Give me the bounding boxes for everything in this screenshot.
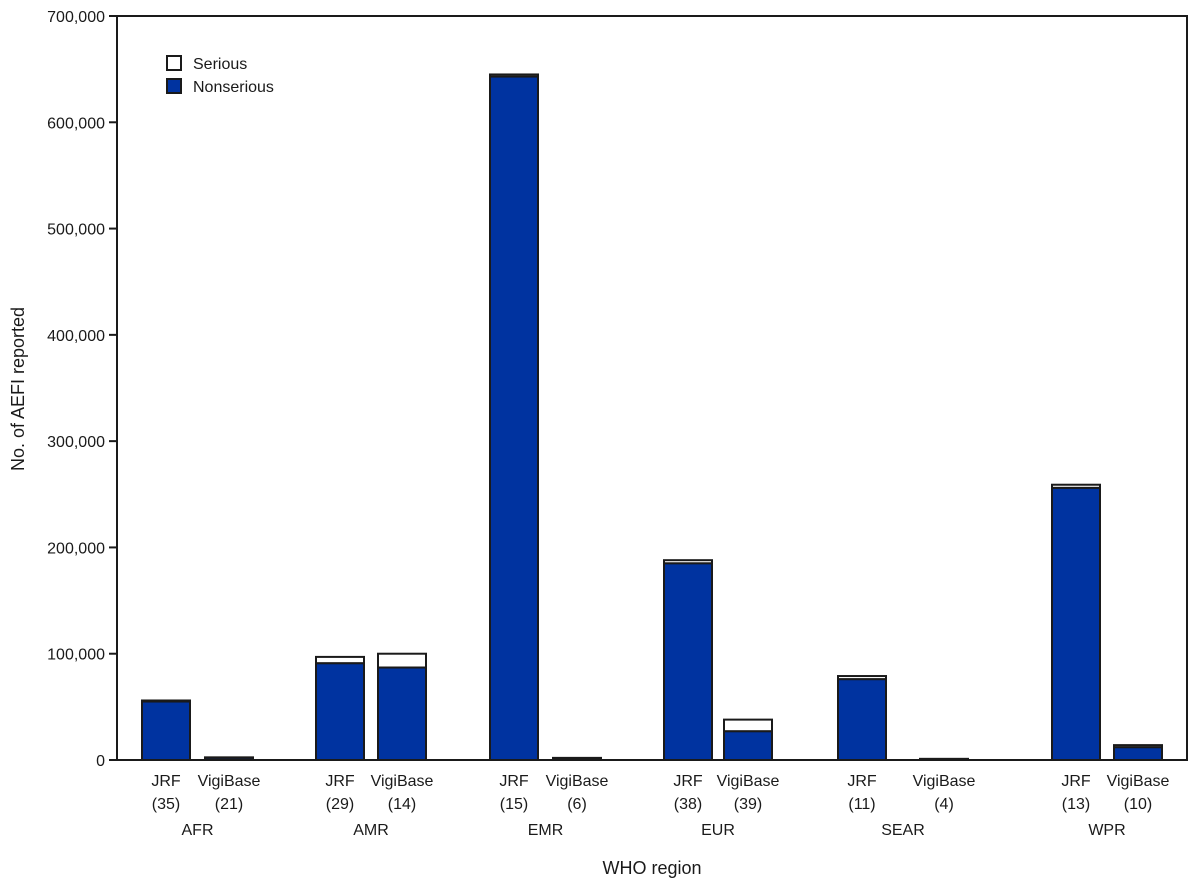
x-group-label: AMR <box>353 822 389 839</box>
x-category-count: (29) <box>326 796 354 813</box>
x-category-label: VigiBase <box>371 773 434 790</box>
legend-swatch-serious <box>166 55 182 71</box>
bar-nonserious <box>315 662 365 762</box>
x-category-count: (38) <box>674 796 702 813</box>
bar-nonserious <box>663 562 713 761</box>
y-tick-label: 600,000 <box>47 115 105 132</box>
x-category-count: (35) <box>152 796 180 813</box>
bar-nonserious <box>1113 746 1163 762</box>
x-category-count: (21) <box>215 796 243 813</box>
x-category-label: VigiBase <box>1107 773 1170 790</box>
x-category-label: JRF <box>151 773 181 790</box>
x-group-label: AFR <box>182 822 214 839</box>
x-category-count: (6) <box>567 796 587 813</box>
bar-nonserious <box>919 758 969 762</box>
y-tick-label: 400,000 <box>47 328 105 345</box>
legend: Serious Nonserious <box>166 55 274 96</box>
x-category-count: (11) <box>848 796 875 813</box>
y-tick-label: 100,000 <box>47 647 105 664</box>
x-category-count: (15) <box>500 796 528 813</box>
x-category-label: VigiBase <box>717 773 780 790</box>
x-category-count: (13) <box>1062 796 1090 813</box>
x-category-label: VigiBase <box>913 773 976 790</box>
x-category-label: VigiBase <box>546 773 609 790</box>
bar-serious <box>723 718 773 733</box>
y-axis-title: No. of AEFI reported <box>8 307 28 471</box>
x-category-label: VigiBase <box>198 773 261 790</box>
bar-nonserious <box>552 757 602 761</box>
bar-nonserious <box>837 678 887 761</box>
bar-nonserious <box>1051 486 1101 761</box>
bar-nonserious <box>489 75 539 761</box>
x-category-label: JRF <box>325 773 355 790</box>
y-tick-label: 300,000 <box>47 434 105 451</box>
x-category-label: JRF <box>499 773 529 790</box>
x-category-count: (14) <box>388 796 416 813</box>
x-category-label: JRF <box>847 773 877 790</box>
x-axis-title: WHO region <box>602 858 701 878</box>
x-category-label: JRF <box>673 773 703 790</box>
y-tick-label: 0 <box>96 753 105 770</box>
x-category-count: (10) <box>1124 796 1152 813</box>
bar-serious <box>377 652 427 669</box>
legend-swatch-nonserious <box>166 78 182 94</box>
y-tick-label: 500,000 <box>47 222 105 239</box>
x-group-label: EUR <box>701 822 735 839</box>
x-group-label: EMR <box>528 822 564 839</box>
y-tick-label: 700,000 <box>47 9 105 26</box>
plot-frame <box>116 15 1188 761</box>
x-category-label: JRF <box>1061 773 1091 790</box>
x-group-label: SEAR <box>881 822 925 839</box>
legend-label-nonserious: Nonserious <box>193 79 274 96</box>
x-category-count: (4) <box>934 796 954 813</box>
bar-nonserious <box>141 700 191 761</box>
bar-nonserious <box>723 730 773 761</box>
bar-nonserious <box>204 756 254 761</box>
legend-label-serious: Serious <box>193 56 247 73</box>
x-group-label: WPR <box>1088 822 1125 839</box>
y-tick-label: 200,000 <box>47 540 105 557</box>
x-category-count: (39) <box>734 796 762 813</box>
bar-nonserious <box>377 666 427 762</box>
